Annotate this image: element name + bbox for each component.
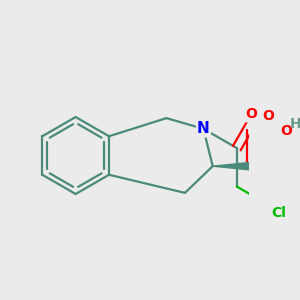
Text: Cl: Cl: [271, 206, 286, 220]
Text: H: H: [290, 117, 300, 131]
Text: N: N: [197, 121, 210, 136]
Text: O: O: [280, 124, 292, 138]
Text: O: O: [262, 110, 274, 123]
Text: O: O: [245, 107, 257, 121]
Polygon shape: [213, 162, 251, 170]
